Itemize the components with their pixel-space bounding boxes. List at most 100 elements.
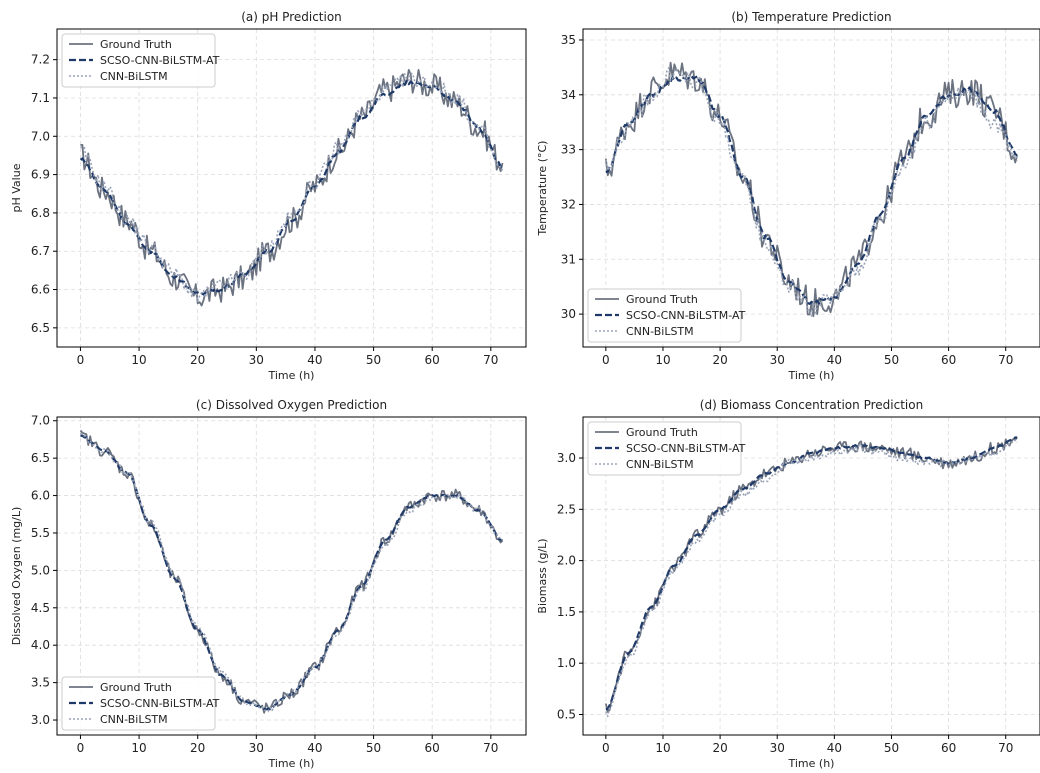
- y-tick-label: 0.5: [557, 707, 576, 721]
- y-tick-label: 2.0: [557, 554, 576, 568]
- y-tick-label: 5.0: [31, 563, 50, 577]
- x-axis-label: Time (h): [788, 369, 835, 382]
- x-tick-label: 20: [712, 741, 727, 755]
- series-line-scso-cnn-bilstm-at: [605, 75, 1018, 305]
- x-tick-label: 20: [712, 353, 727, 367]
- legend-label: SCSO-CNN-BiLSTM-AT: [626, 442, 746, 455]
- x-tick-label: 50: [366, 353, 381, 367]
- y-tick-label: 3.0: [557, 451, 576, 465]
- y-axis-label: Temperature (°C): [536, 141, 549, 237]
- series-line-scso-cnn-bilstm-at: [80, 434, 503, 711]
- x-tick-label: 0: [602, 353, 610, 367]
- legend: Ground Truth SCSO-CNN-BiLSTM-AT CNN-BiLSTM: [61, 33, 220, 88]
- chart-title: (b) Temperature Prediction: [731, 10, 891, 24]
- y-tick-label: 4.0: [31, 638, 50, 652]
- legend: Ground Truth SCSO-CNN-BiLSTM-AT CNN-BiLSTM: [587, 421, 746, 476]
- x-tick-label: 70: [998, 741, 1013, 755]
- x-tick-label: 70: [998, 353, 1013, 367]
- series-line-ground-truth: [80, 68, 504, 307]
- y-tick-label: 6.7: [31, 244, 50, 258]
- y-axis-label: pH Value: [10, 163, 23, 212]
- x-axis-label: Time (h): [268, 757, 315, 770]
- y-tick-label: 32: [561, 197, 576, 211]
- legend-label: CNN-BiLSTM: [100, 70, 168, 83]
- y-tick-label: 30: [561, 307, 576, 321]
- x-tick-label: 20: [190, 353, 205, 367]
- series-line-cnn-bilstm: [79, 72, 504, 302]
- x-tick-label: 60: [425, 741, 440, 755]
- y-tick-label: 7.1: [31, 91, 50, 105]
- y-tick-label: 4.5: [31, 601, 50, 615]
- y-tick-label: 3.5: [31, 676, 50, 690]
- x-axis-label: Time (h): [788, 757, 835, 770]
- y-tick-label: 7.2: [31, 53, 50, 67]
- series-line-ground-truth: [79, 429, 504, 714]
- y-tick-label: 5.5: [31, 526, 50, 540]
- y-tick-label: 1.0: [557, 656, 576, 670]
- y-tick-label: 34: [561, 88, 576, 102]
- series-line-scso-cnn-bilstm-at: [79, 79, 503, 296]
- x-tick-label: 0: [77, 741, 85, 755]
- y-tick-label: 33: [561, 143, 576, 157]
- chart-title: (a) pH Prediction: [241, 10, 342, 24]
- chart-title: (d) Biomass Concentration Prediction: [700, 398, 923, 412]
- chart-panel-4: 0 10 20 30 40 50 60 70 0.5 1.0 1.5 2.0 2.5 3.0 (d) Bio…: [536, 398, 1040, 770]
- y-axis-label: Dissolved Oxygen (mg/L): [10, 507, 23, 646]
- series-line-cnn-bilstm: [79, 432, 504, 713]
- legend-label: SCSO-CNN-BiLSTM-AT: [626, 309, 746, 322]
- chart-title: (c) Dissolved Oxygen Prediction: [196, 398, 387, 412]
- legend-label: Ground Truth: [100, 38, 172, 51]
- legend-label: CNN-BiLSTM: [626, 458, 694, 471]
- x-tick-label: 40: [827, 353, 842, 367]
- x-tick-label: 50: [366, 741, 381, 755]
- legend-box: [587, 421, 742, 476]
- chart-panel-1: 0 10 20 30 40 50 60 70 6.5 6.6 6.7 6.8 6.9 7.0 7.1 7.2 (…: [10, 10, 527, 382]
- x-tick-label: 40: [827, 741, 842, 755]
- x-tick-label: 60: [941, 741, 956, 755]
- legend-label: SCSO-CNN-BiLSTM-AT: [100, 54, 220, 67]
- plot-frame: [582, 416, 1040, 736]
- x-tick-label: 70: [483, 741, 498, 755]
- y-tick-label: 35: [561, 33, 576, 47]
- y-tick-label: 6.5: [31, 451, 50, 465]
- plot-frame: [56, 28, 527, 348]
- series-line-scso-cnn-bilstm-at: [605, 436, 1018, 711]
- legend: Ground Truth SCSO-CNN-BiLSTM-AT CNN-BiLSTM: [587, 288, 746, 343]
- x-tick-label: 30: [249, 741, 264, 755]
- y-tick-label: 3.0: [31, 713, 50, 727]
- y-tick-label: 7.0: [31, 414, 50, 428]
- y-tick-label: 6.9: [31, 168, 50, 182]
- x-tick-label: 20: [190, 741, 205, 755]
- y-axis-label: Biomass (g/L): [536, 538, 549, 613]
- y-tick-label: 1.5: [557, 605, 576, 619]
- series-line-ground-truth: [604, 436, 1018, 713]
- legend-box: [61, 676, 216, 731]
- series-line-cnn-bilstm: [605, 439, 1018, 718]
- x-tick-label: 30: [770, 353, 785, 367]
- x-tick-label: 50: [884, 353, 899, 367]
- y-tick-label: 6.0: [31, 489, 50, 503]
- plot-frame: [582, 28, 1040, 348]
- x-axis-label: Time (h): [268, 369, 315, 382]
- x-tick-label: 10: [655, 353, 670, 367]
- plot-frame: [56, 416, 527, 736]
- legend-label: Ground Truth: [626, 426, 698, 439]
- y-tick-label: 31: [561, 252, 576, 266]
- x-tick-label: 30: [249, 353, 264, 367]
- series-line-ground-truth: [604, 61, 1019, 318]
- legend-label: SCSO-CNN-BiLSTM-AT: [100, 697, 220, 710]
- x-tick-label: 10: [131, 741, 146, 755]
- x-tick-label: 40: [307, 741, 322, 755]
- x-tick-label: 10: [131, 353, 146, 367]
- y-tick-label: 7.0: [31, 129, 50, 143]
- legend: Ground Truth SCSO-CNN-BiLSTM-AT CNN-BiLSTM: [61, 676, 220, 731]
- x-tick-label: 50: [884, 741, 899, 755]
- legend-box: [587, 288, 742, 343]
- y-tick-label: 6.8: [31, 206, 50, 220]
- series-line-cnn-bilstm: [605, 67, 1018, 317]
- legend-box: [61, 33, 216, 88]
- x-tick-label: 0: [602, 741, 610, 755]
- x-tick-label: 30: [770, 741, 785, 755]
- x-tick-label: 70: [483, 353, 498, 367]
- y-tick-label: 2.5: [557, 502, 576, 516]
